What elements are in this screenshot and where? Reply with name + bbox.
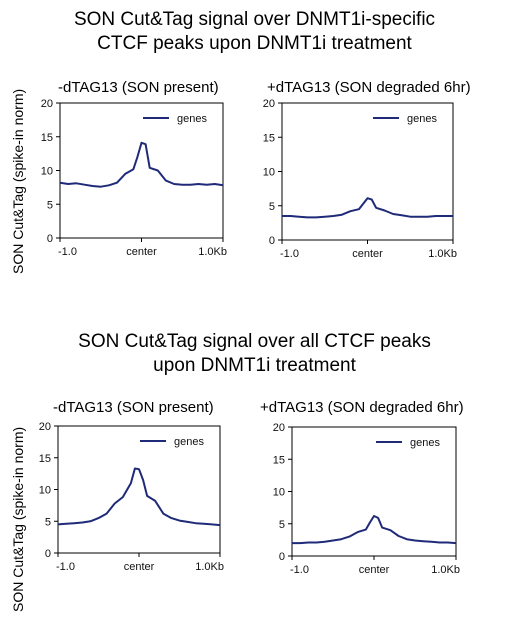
panel-title: -dTAG13 (SON present) [58,79,219,96]
series-line-genes [282,197,453,219]
legend-label: genes [410,437,440,449]
y-tick-label: 5 [45,516,51,528]
x-tick-label: center [126,246,157,258]
bottom-section-title-line2: upon DNMT1i treatment [153,355,356,376]
y-tick-label: 15 [41,132,53,144]
x-tick-label: center [359,564,390,576]
x-tick-label: 1.0Kb [431,564,460,576]
x-tick-label: -1.0 [58,246,77,258]
y-tick-label: 10 [39,485,51,497]
bottom-section-title-line1: SON Cut&Tag signal over all CTCF peaks [78,331,431,352]
panel-title: -dTAG13 (SON present) [53,399,214,416]
y-tick-label: 5 [279,519,285,531]
y-tick-label: 20 [263,98,275,110]
y-tick-label: 10 [263,167,275,179]
x-tick-label: -1.0 [280,248,299,260]
x-tick-label: 1.0Kb [195,561,224,573]
y-tick-label: 10 [273,487,285,499]
y-tick-label: 0 [279,551,285,563]
x-tick-label: center [352,248,383,260]
y-tick-label: 5 [47,199,53,211]
series-line-genes [59,141,224,188]
x-tick-label: -1.0 [56,561,75,573]
chart-panel-1: -dTAG13 (SON present) 0 5 10 15 20 -1.0 center 1… [41,79,227,258]
y-tick-label: 15 [39,453,51,465]
legend-label: genes [407,113,437,125]
y-tick-label: 15 [263,132,275,144]
series-line-genes [292,515,457,545]
x-tick-label: 1.0Kb [428,248,457,260]
panel-title: +dTAG13 (SON degraded 6hr) [260,399,464,416]
y-tick-label: 15 [273,454,285,466]
y-tick-label: 10 [41,166,53,178]
y-tick-label: 0 [47,233,53,245]
x-tick-label: center [124,561,155,573]
y-tick-label: 20 [273,422,285,434]
legend-label: genes [177,113,207,125]
y-tick-label: 20 [39,421,51,433]
y-tick-label: 20 [41,98,53,110]
chart-panel-2: +dTAG13 (SON degraded 6hr) 0 5 10 15 20 -1.0 ce… [263,79,471,260]
y-tick-label: 0 [269,235,275,247]
panel-title: +dTAG13 (SON degraded 6hr) [267,79,471,96]
top-section-title-line1: SON Cut&Tag signal over DNMT1i-specific [73,9,436,30]
chart-panel-4: +dTAG13 (SON degraded 6hr) 0 5 10 15 20 -1.0 ce… [260,399,464,576]
top-section-title-line2: CTCF peaks upon DNMT1i treatment [97,33,412,54]
y-tick-label: 0 [45,548,51,560]
series-line-genes [57,467,221,527]
y-tick-label: 5 [269,201,275,213]
legend-label: genes [174,436,204,448]
x-tick-label: -1.0 [290,564,309,576]
x-tick-label: 1.0Kb [198,246,227,258]
chart-panel-3: -dTAG13 (SON present) 0 5 10 15 20 -1.0 center 1… [39,399,224,573]
